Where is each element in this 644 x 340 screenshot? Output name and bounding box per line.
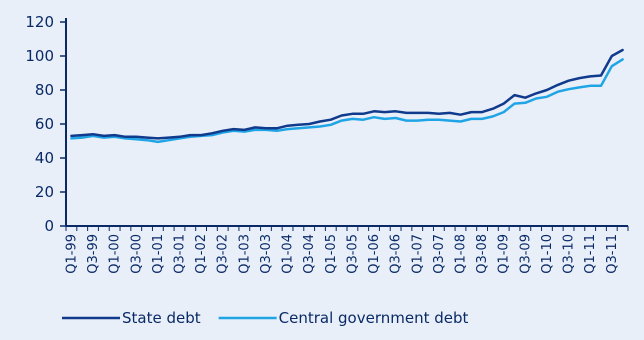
x-tick-label: Q1-01 <box>151 234 166 274</box>
x-tick-label: Q1-09 <box>497 234 512 274</box>
x-tick-label: Q1-08 <box>453 234 468 274</box>
x-tick-label: Q3-11 <box>605 234 620 274</box>
x-tick-label: Q3-02 <box>216 234 231 274</box>
series-lines <box>70 48 624 144</box>
y-tick-label: 60 <box>35 115 54 133</box>
x-tick-label: Q1-99 <box>64 234 79 274</box>
y-tick-label: 120 <box>25 13 54 31</box>
x-tick-label: Q1-05 <box>324 234 339 274</box>
x-tick-label: Q1-04 <box>281 234 296 274</box>
y-tick-label: 80 <box>35 81 54 99</box>
x-tick-label: Q3-01 <box>172 234 187 274</box>
series-line-central-government-debt <box>70 58 624 144</box>
x-tick-label: Q3-03 <box>259 234 274 274</box>
x-tick-label: Q1-10 <box>540 234 555 274</box>
x-tick-label: Q3-00 <box>129 234 144 274</box>
x-tick-label: Q3-07 <box>432 234 447 274</box>
x-axis: Q1-99 Q3-99 Q1-00 Q3-00 Q1-01 Q3-01 Q1-02 Q3-02… <box>64 225 629 274</box>
x-tick-label: Q3-08 <box>475 234 490 274</box>
y-axis: 0 20 40 60 80 100 120 <box>25 13 67 235</box>
x-tick-label: Q1-11 <box>583 234 598 274</box>
x-tick-label: Q1-03 <box>237 234 252 274</box>
legend: State debt Central government debt <box>62 309 469 327</box>
x-tick-label: Q3-09 <box>518 234 533 274</box>
x-tick-label: Q1-00 <box>108 234 123 274</box>
legend-label: State debt <box>122 309 201 327</box>
y-tick-label: 0 <box>44 217 54 235</box>
x-tick-label: Q3-10 <box>562 234 577 274</box>
x-tick-label: Q1-02 <box>194 234 209 274</box>
y-tick-label: 40 <box>35 149 54 167</box>
y-tick-label: 100 <box>25 47 54 65</box>
x-tick-label: Q3-06 <box>389 234 404 274</box>
x-tick-label: Q3-99 <box>86 234 101 274</box>
x-tick-label: Q3-04 <box>302 234 317 274</box>
x-tick-label: Q1-06 <box>367 234 382 274</box>
legend-label: Central government debt <box>279 309 469 327</box>
y-tick-label: 20 <box>35 183 54 201</box>
x-tick-label: Q3-05 <box>345 234 360 274</box>
x-tick-label: Q1-07 <box>410 234 425 274</box>
series-line-state-debt <box>70 48 624 140</box>
